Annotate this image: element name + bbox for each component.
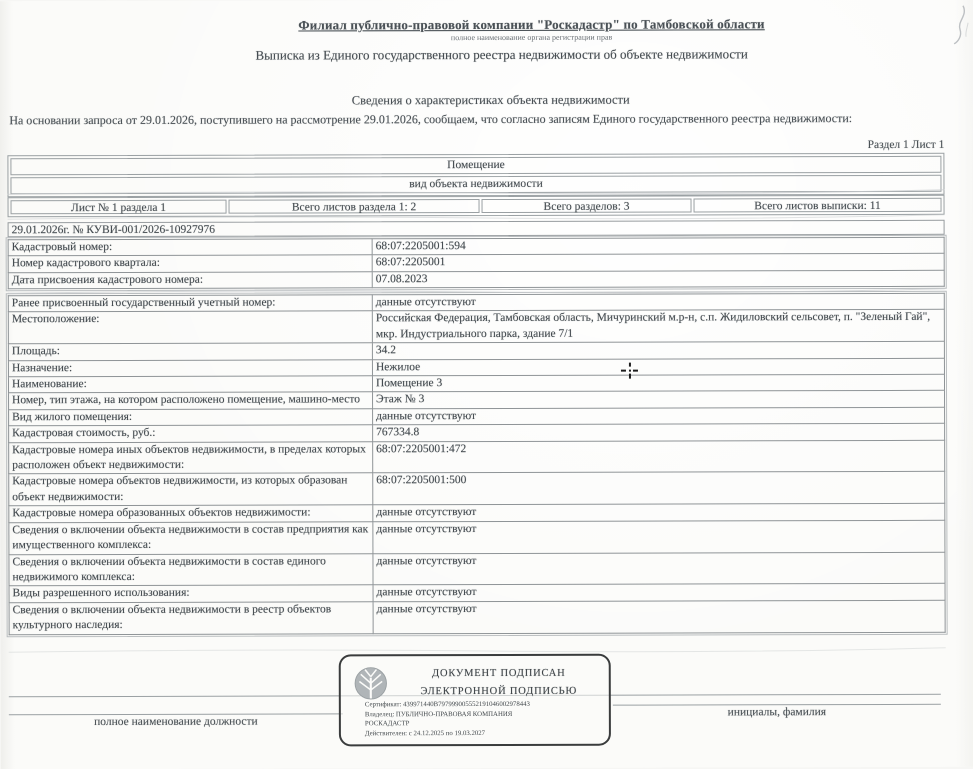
row-label: Назначение:	[8, 359, 373, 377]
row-value: данные отсутствуют	[372, 407, 945, 426]
row-label: Номер кадастрового квартала:	[8, 255, 373, 273]
row-label: Кадастровые номера объектов недвижимости…	[8, 473, 373, 507]
sheet-info-cell: Всего листов раздела 1: 2	[228, 199, 480, 214]
row-value: 68:07:2205001:500	[372, 471, 945, 506]
row-value: данные отсутствуют	[372, 503, 945, 522]
row-label: Местоположение:	[8, 311, 373, 344]
roskadastr-tree-icon	[352, 665, 390, 708]
digital-signature-stamp: ДОКУМЕНТ ПОДПИСАН ЭЛЕКТРОННОЙ ПОДПИСЬЮ С…	[338, 653, 611, 747]
object-type-caption: вид объекта недвижимости	[10, 174, 942, 195]
table-row: Дата присвоения кадастрового номера: 07.…	[8, 270, 945, 289]
row-label: Сведения о включении объекта недвижимост…	[8, 521, 373, 555]
row-value: 68:07:2205001:472	[372, 439, 945, 474]
row-label: Номер, тип этажа, на котором расположено…	[8, 392, 373, 410]
stamp-title-line1: ДОКУМЕНТ ПОДПИСАН	[431, 667, 566, 680]
row-label: Кадастровая стоимость, руб.:	[8, 425, 373, 443]
row-value: данные отсутствуют	[373, 583, 946, 602]
row-value: 68:07:2205001:594	[372, 237, 945, 256]
stamp-validity: Действителен: с 24.12.2025 по 19.03.2027	[364, 729, 486, 738]
table-row: Сведения о включении объекта недвижимост…	[8, 551, 946, 587]
row-label: Сведения о включении объекта недвижимост…	[8, 553, 374, 587]
characteristics-table-main: Ранее присвоенный государственный учетны…	[5, 290, 948, 637]
row-label: Кадастровые номера образованных объектов…	[8, 505, 373, 523]
table-row: Местоположение: Российская Федерация, Та…	[8, 309, 945, 344]
section-page-ref: Раздел 1 Лист 1	[867, 138, 945, 152]
stamp-certificate: Сертификат: 439971440B797999005552191046…	[364, 700, 530, 709]
row-label: Вид жилого помещения:	[8, 408, 373, 427]
signature-caption-left: полное наименование должности	[94, 715, 258, 729]
object-type: Помещение	[10, 155, 942, 176]
request-number: 29.01.2026г. № КУВИ-001/2026-10927976	[7, 219, 945, 238]
table-row: Сведения о включении объекта недвижимост…	[9, 600, 946, 635]
row-label: Виды разрешенного использования:	[9, 585, 374, 603]
doc-title: Выписка из Единого государственного реес…	[255, 46, 748, 63]
row-value: Помещение 3	[372, 374, 945, 393]
intro-text: На основании запроса от 29.01.2026, пост…	[9, 111, 853, 128]
row-value: Нежилое	[372, 357, 945, 376]
table-row: Кадастровые номера иных объектов недвижи…	[8, 439, 945, 475]
sheet-info-cell: Всего разделов: 3	[481, 198, 692, 214]
row-label: Ранее присвоенный государственный учетны…	[8, 294, 373, 313]
row-value: 07.08.2023	[372, 270, 945, 289]
stamp-title-line2: ЭЛЕКТРОННОЙ ПОДПИСЬЮ	[420, 685, 578, 698]
row-label: Кадастровый номер:	[8, 238, 373, 257]
object-type-box: Помещение вид объекта недвижимости	[7, 152, 945, 198]
row-label: Площадь:	[8, 343, 373, 361]
stamp-owner: Владелец: ПУБЛИЧНО-ПРАВОВАЯ КОМПАНИЯ РОС…	[364, 710, 513, 728]
table-row: Сведения о включении объекта недвижимост…	[8, 519, 945, 555]
sheet-info-row: Лист № 1 раздела 1 Всего листов раздела …	[7, 194, 945, 218]
crosshair-cursor	[620, 362, 639, 380]
sheet-info-cell: Лист № 1 раздела 1	[10, 199, 227, 215]
section-title: Сведения о характеристиках объекта недви…	[351, 92, 630, 108]
row-value: 767334.8	[372, 423, 945, 442]
row-label: Сведения о включении объекта недвижимост…	[9, 601, 374, 635]
row-label: Кадастровые номера иных объектов недвижи…	[8, 441, 373, 475]
sheet-info-cell: Всего листов выписки: 11	[693, 197, 942, 213]
row-value: данные отсутствуют	[372, 519, 945, 554]
row-value: Этаж № 3	[372, 390, 945, 409]
row-value: данные отсутствуют	[372, 551, 946, 586]
row-value: 34.2	[372, 341, 945, 360]
row-value: 68:07:2205001	[372, 253, 945, 272]
row-value: Российская Федерация, Тамбовская область…	[372, 309, 945, 344]
row-value: данные отсутствуют	[372, 293, 945, 312]
row-value: данные отсутствуют	[373, 600, 946, 634]
table-row: Кадастровые номера объектов недвижимости…	[8, 471, 945, 507]
row-label: Дата присвоения кадастрового номера:	[8, 271, 373, 289]
org-caption: полное наименование органа регистрации п…	[450, 32, 613, 43]
signature-caption-right: инициалы, фамилия	[727, 706, 827, 719]
row-label: Наименование:	[8, 375, 373, 394]
characteristics-table-top: Кадастровый номер: 68:07:2205001:594 Ном…	[5, 234, 947, 292]
